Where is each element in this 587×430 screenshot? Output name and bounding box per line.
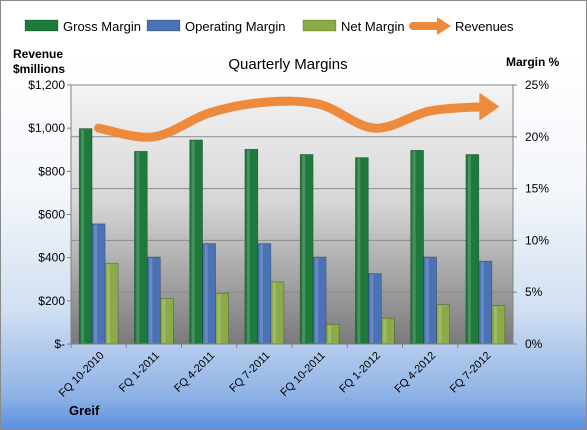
- gross-margin-bar: [410, 149, 424, 345]
- net-margin-bar: [436, 304, 450, 345]
- legend-swatch: [24, 19, 59, 32]
- gross-margin-bar: [355, 157, 369, 345]
- bar-highlight: [425, 257, 429, 343]
- left-axis-tick-label: $600: [38, 208, 65, 222]
- legend-label: Revenues: [455, 19, 514, 34]
- bar-highlight: [357, 158, 361, 343]
- bar-highlight: [191, 140, 195, 343]
- bar-highlight: [217, 294, 221, 343]
- revenues-line: [94, 96, 490, 142]
- net-margin-bar: [160, 298, 174, 345]
- legend-label: Operating Margin: [185, 19, 285, 34]
- gross-margin-bar: [189, 139, 203, 345]
- x-axis-category-label: FQ 10-2011: [278, 350, 327, 399]
- left-axis-tick-label: $-: [54, 337, 65, 351]
- legend-label: Gross Margin: [63, 19, 141, 34]
- right-axis-tick-label: 15%: [525, 182, 549, 196]
- left-axis-tick-label: $1,000: [28, 121, 65, 135]
- gross-margin-bar: [134, 151, 148, 345]
- x-axis-category-label: FQ 4-2011: [172, 350, 217, 395]
- x-axis-category-label: FQ 1-2011: [117, 350, 162, 395]
- legend-swatch: [302, 19, 337, 32]
- bar-highlight: [149, 257, 153, 343]
- revenues-arrowhead: [479, 92, 500, 121]
- right-axis-tick-label: 25%: [525, 78, 549, 92]
- gross-margin-bar: [244, 148, 259, 345]
- right-axis-tick-label: 10%: [525, 233, 549, 247]
- left-axis-tick-label: $800: [38, 164, 65, 178]
- bar-highlight: [302, 155, 306, 343]
- net-margin-bar: [215, 292, 229, 345]
- gross-margin-bar: [299, 154, 314, 345]
- bar-highlight: [136, 152, 140, 343]
- right-axis-tick-label: 0%: [525, 337, 543, 351]
- bar-highlight: [467, 155, 471, 343]
- net-margin-bar: [104, 262, 119, 345]
- footer-label: Greif: [69, 403, 100, 418]
- x-axis-category-label: FQ 7-2011: [227, 350, 272, 395]
- bar-highlight: [315, 257, 319, 343]
- legend-arrowhead: [437, 17, 451, 35]
- right-axis-tick-label: 20%: [525, 130, 549, 144]
- net-margin-bar: [270, 281, 285, 345]
- legend-label: Net Margin: [341, 19, 405, 34]
- net-margin-bar: [381, 317, 395, 345]
- gross-margin-bar: [78, 128, 93, 345]
- left-axis-title-line2: $millions: [13, 62, 65, 76]
- bar-highlight: [370, 274, 374, 343]
- bar-highlight: [412, 151, 416, 343]
- bar-highlight: [272, 282, 276, 343]
- operating-margin-bar: [478, 260, 493, 345]
- bar-highlight: [107, 264, 111, 343]
- left-axis-tick-label: $200: [38, 294, 65, 308]
- x-axis-category-label: FQ 10-2010: [57, 350, 107, 400]
- left-axis-title-line1: Revenue: [13, 47, 63, 61]
- operating-margin-bar: [312, 256, 327, 345]
- bar-highlight: [493, 306, 497, 343]
- operating-margin-bar: [202, 243, 216, 345]
- x-axis-category-label: FQ 4-2012: [393, 350, 439, 396]
- operating-margin-bar: [423, 256, 437, 345]
- bar-highlight: [259, 244, 263, 343]
- operating-margin-bar: [257, 243, 272, 345]
- bar-highlight: [328, 325, 332, 343]
- bar-highlight: [94, 224, 98, 343]
- bar-highlight: [383, 319, 387, 343]
- chart-title: Quarterly Margins: [228, 56, 347, 73]
- bar-highlight: [204, 244, 208, 343]
- x-axis-category-label: FQ 1-2012: [337, 350, 383, 396]
- operating-margin-bar: [147, 256, 161, 345]
- legend-swatch: [146, 19, 181, 32]
- bar-highlight: [438, 305, 442, 343]
- left-axis-tick-label: $1,200: [28, 78, 65, 92]
- operating-margin-bar: [368, 273, 382, 345]
- operating-margin-bar: [91, 223, 106, 345]
- x-axis-category-label: FQ 7-2012: [448, 350, 494, 396]
- bar-highlight: [480, 262, 484, 343]
- right-axis-tick-label: 5%: [525, 285, 543, 299]
- net-margin-bar: [491, 305, 506, 345]
- bar-highlight: [162, 299, 166, 343]
- gross-margin-bar: [465, 154, 480, 345]
- left-axis-tick-label: $400: [38, 251, 65, 265]
- bar-highlight: [81, 129, 85, 343]
- bar-highlight: [246, 150, 250, 343]
- right-axis-title: Margin %: [506, 55, 560, 69]
- net-margin-bar: [325, 324, 340, 345]
